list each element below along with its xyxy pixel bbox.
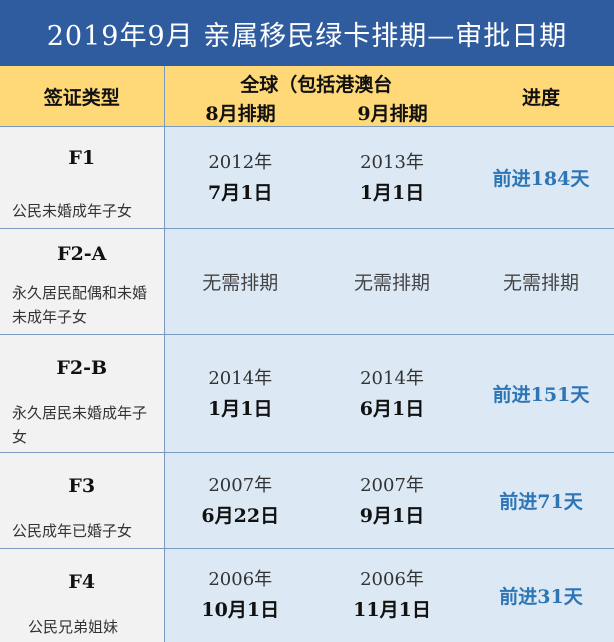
header-global-label: 全球（包括港澳台	[240, 74, 393, 96]
progress-cell: 前进151天	[468, 334, 614, 453]
header-progress: 进度	[521, 86, 560, 109]
september-cell: 2007年 9月1日	[316, 452, 468, 549]
august-value: 无需排期	[202, 272, 279, 294]
september-year: 2007年	[360, 474, 424, 496]
visa-code: F1	[68, 147, 96, 169]
september-cell: 2013年 1月1日	[316, 126, 468, 229]
september-date: 1月1日	[359, 181, 425, 204]
visa-code: F2-A	[57, 243, 107, 265]
visa-code: F4	[68, 571, 96, 593]
visa-type-cell: F4 公民兄弟姐妹	[0, 548, 165, 642]
progress-cell: 前进71天	[468, 452, 614, 549]
august-date: 1月1日	[208, 397, 273, 420]
august-cell: 2012年 7月1日	[164, 126, 316, 229]
september-cell: 2014年 6月1日	[316, 334, 468, 453]
progress-value: 前进71天	[499, 491, 583, 513]
september-year: 2013年	[360, 151, 424, 173]
progress-cell: 前进31天	[468, 548, 614, 642]
visa-type-cell: F1 公民未婚成年子女	[0, 126, 165, 229]
september-date: 11月1日	[353, 599, 431, 622]
september-cell: 无需排期	[316, 228, 468, 335]
table-row: F2-B 永久居民未婚成年子女 2014年 1月1日 2014年 6月1日 前进…	[0, 334, 614, 453]
visa-code: F2-B	[56, 357, 108, 379]
header-visa-type: 签证类型	[0, 66, 165, 127]
september-cell: 2006年 11月1日	[316, 548, 468, 642]
august-date: 10月1日	[201, 599, 280, 622]
september-date: 6月1日	[359, 397, 425, 420]
visa-type-cell: F2-B 永久居民未婚成年子女	[0, 334, 165, 453]
august-cell: 2006年 10月1日	[164, 548, 316, 642]
table-row: F1 公民未婚成年子女 2012年 7月1日 2013年 1月1日 前进184天	[0, 126, 614, 229]
august-cell: 2007年 6月22日	[164, 452, 316, 549]
header-august: 8月排期	[205, 103, 276, 125]
progress-cell: 无需排期	[468, 228, 614, 335]
visa-description: 公民成年已婚子女	[12, 522, 133, 540]
visa-description: 永久居民未婚成年子女	[12, 404, 148, 446]
table-row: F3 公民成年已婚子女 2007年 6月22日 2007年 9月1日 前进71天	[0, 452, 614, 549]
visa-description: 公民未婚成年子女	[12, 202, 133, 220]
august-year: 2007年	[208, 474, 273, 496]
august-cell: 2014年 1月1日	[164, 334, 316, 453]
september-year: 2014年	[360, 367, 424, 389]
september-value: 无需排期	[353, 272, 430, 294]
visa-code: F3	[68, 475, 96, 497]
table-header-row: 签证类型 全球（包括港澳台 8月排期 9月排期 进度	[0, 66, 614, 127]
visa-type-cell: F2-A 永久居民配偶和未婚未成年子女	[0, 228, 165, 335]
visa-description: 永久居民配偶和未婚未成年子女	[12, 284, 148, 326]
progress-value: 无需排期	[502, 272, 579, 294]
table-row: F2-A 永久居民配偶和未婚未成年子女 无需排期 无需排期 无需排期	[0, 228, 614, 335]
august-year: 2006年	[208, 569, 273, 591]
page-title: 2019年9月 亲属移民绿卡排期—审批日期	[0, 0, 614, 66]
september-date: 9月1日	[359, 504, 425, 527]
visa-type-cell: F3 公民成年已婚子女	[0, 452, 165, 549]
august-year: 2012年	[208, 151, 273, 173]
progress-cell: 前进184天	[468, 126, 614, 229]
progress-value: 前进184天	[492, 168, 590, 190]
progress-value: 前进151天	[492, 384, 590, 406]
table-row: F4 公民兄弟姐妹 2006年 10月1日 2006年 11月1日 前进31天	[0, 548, 614, 642]
august-cell: 无需排期	[164, 228, 316, 335]
schedule-table: 签证类型 全球（包括港澳台 8月排期 9月排期 进度 F1 公民未婚成年子女 2…	[0, 66, 614, 642]
visa-description: 公民兄弟姐妹	[28, 618, 119, 636]
header-global: 全球（包括港澳台 8月排期 9月排期	[164, 66, 468, 127]
august-year: 2014年	[208, 367, 273, 389]
august-date: 7月1日	[208, 181, 273, 204]
header-september: 9月排期	[357, 103, 428, 125]
september-year: 2006年	[360, 569, 424, 591]
progress-value: 前进31天	[499, 585, 583, 608]
august-date: 6月22日	[201, 504, 280, 527]
